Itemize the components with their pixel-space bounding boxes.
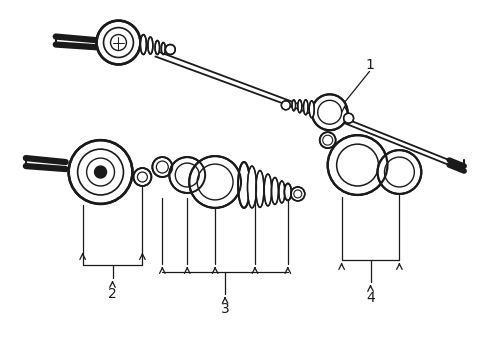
Circle shape xyxy=(291,187,305,201)
Ellipse shape xyxy=(298,100,302,113)
Text: 2: 2 xyxy=(108,287,117,301)
Circle shape xyxy=(97,21,141,64)
Text: 4: 4 xyxy=(366,291,375,305)
Circle shape xyxy=(69,140,132,204)
Circle shape xyxy=(165,45,175,54)
Ellipse shape xyxy=(303,100,308,115)
Circle shape xyxy=(281,101,290,110)
Circle shape xyxy=(189,156,241,208)
Ellipse shape xyxy=(155,41,160,54)
Ellipse shape xyxy=(247,166,256,208)
Ellipse shape xyxy=(264,174,271,206)
Circle shape xyxy=(343,113,354,123)
Ellipse shape xyxy=(148,37,153,54)
Ellipse shape xyxy=(309,101,314,118)
Circle shape xyxy=(328,135,388,195)
Ellipse shape xyxy=(292,100,295,111)
Ellipse shape xyxy=(284,184,292,201)
Ellipse shape xyxy=(279,181,285,203)
Circle shape xyxy=(95,166,106,178)
Ellipse shape xyxy=(238,162,250,208)
Text: 1: 1 xyxy=(365,58,374,72)
Ellipse shape xyxy=(256,171,264,207)
Circle shape xyxy=(377,150,421,194)
Ellipse shape xyxy=(271,177,278,204)
Circle shape xyxy=(312,94,347,130)
Circle shape xyxy=(319,132,336,148)
Circle shape xyxy=(152,157,172,177)
Circle shape xyxy=(133,168,151,186)
Ellipse shape xyxy=(141,35,147,54)
Ellipse shape xyxy=(161,42,165,54)
Circle shape xyxy=(169,157,205,193)
Text: 3: 3 xyxy=(220,302,229,316)
